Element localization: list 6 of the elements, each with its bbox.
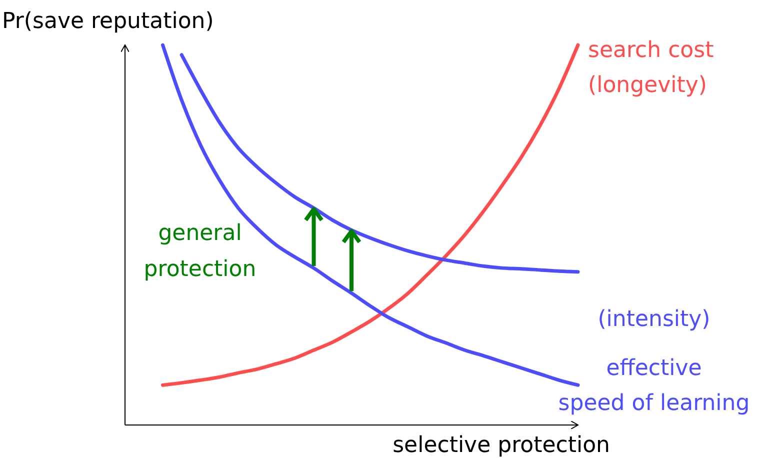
series-label: effective speed of learning <box>558 356 750 416</box>
y-axis-title: Pr(save reputation) <box>2 9 214 34</box>
series-label: search cost (longevity) <box>588 38 714 98</box>
annotation: general protection <box>144 221 256 282</box>
series-label: (intensity) <box>598 306 710 332</box>
x-axis-title: selective protection <box>392 433 610 458</box>
